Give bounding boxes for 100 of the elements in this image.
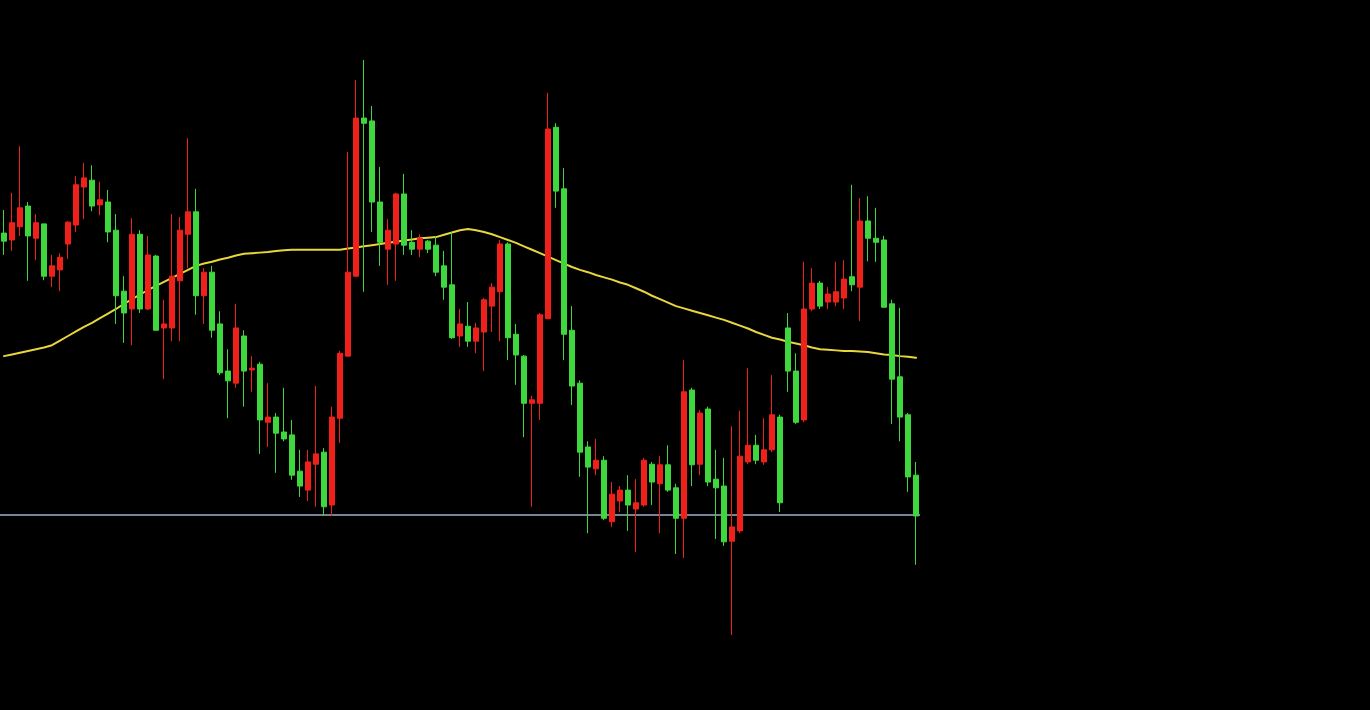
candlestick (769, 374, 775, 453)
candlestick (601, 455, 607, 521)
candlestick (585, 440, 591, 534)
candlestick (169, 213, 175, 342)
candlestick (721, 457, 727, 547)
candlestick (425, 239, 431, 254)
candlestick (809, 267, 815, 312)
candlestick (337, 350, 343, 444)
candlestick (873, 207, 879, 263)
candlestick (361, 59, 367, 293)
candlestick (81, 162, 87, 220)
candlestick (401, 173, 407, 256)
candlestick (841, 259, 847, 310)
candlestick (33, 213, 39, 261)
candlestick (577, 379, 583, 478)
candlestick (865, 195, 871, 262)
candlestick (185, 137, 191, 269)
candlestick (257, 361, 263, 455)
candlestick (825, 286, 831, 310)
candlestick (193, 188, 199, 316)
candlestick (761, 417, 767, 466)
candlestick (97, 181, 103, 216)
candlestick (889, 299, 895, 425)
candlestick (609, 481, 615, 528)
candlestick (801, 261, 807, 423)
candlestick (137, 229, 143, 314)
candlestick (329, 406, 335, 517)
candlestick (465, 301, 471, 348)
candlestick (369, 105, 375, 233)
candlestick (201, 267, 207, 325)
candlestick (129, 217, 135, 346)
candlestick (633, 478, 639, 553)
candlestick (393, 192, 399, 282)
candlestick (289, 419, 295, 481)
candlestick (153, 254, 159, 331)
candlestick (537, 312, 543, 421)
candlestick (473, 322, 479, 354)
candlestick (409, 229, 415, 256)
candlestick (345, 151, 351, 357)
candlestick (377, 166, 383, 267)
candlestick (9, 192, 15, 252)
candlestick (689, 387, 695, 487)
candlestick (297, 449, 303, 498)
candlestick (489, 282, 495, 333)
candlestick (65, 220, 71, 260)
candlestick (457, 308, 463, 348)
candlestick (57, 252, 63, 292)
candlestick (905, 412, 911, 493)
candlestick (737, 410, 743, 534)
candlestick (1, 209, 7, 256)
candlestick (497, 239, 503, 342)
candlestick (281, 387, 287, 442)
candlestick (857, 197, 863, 322)
candlestick (121, 275, 127, 344)
candlestick (89, 164, 95, 212)
candlestick (249, 355, 255, 393)
candlestick (713, 449, 719, 540)
candlestick (433, 235, 439, 277)
candlestick (265, 382, 271, 448)
candlestick (17, 145, 23, 237)
candlestick (665, 444, 671, 493)
candlestick (273, 412, 279, 474)
candlestick (561, 167, 567, 361)
candlestick (441, 250, 447, 301)
candlestick (225, 348, 231, 419)
candlestick (897, 307, 903, 442)
candlestick (321, 447, 327, 517)
candlestick (833, 261, 839, 307)
candlestick (785, 312, 791, 393)
candlestick (673, 483, 679, 555)
candlestick (385, 218, 391, 286)
candlestick (305, 449, 311, 502)
candlestick (41, 223, 47, 281)
candlestick (481, 297, 487, 372)
candlestick (913, 461, 919, 566)
candlestick (161, 299, 167, 380)
candlestick (617, 485, 623, 513)
candlestick (217, 310, 223, 376)
candlestick (777, 414, 783, 513)
candlestick (145, 235, 151, 311)
candlestick (625, 474, 631, 532)
candlestick (649, 461, 655, 506)
candlestick (521, 354, 527, 438)
candlestick (753, 434, 759, 465)
candlestick (817, 280, 823, 310)
candlestick (313, 385, 319, 508)
candlestick (729, 425, 735, 636)
candlestick (353, 79, 359, 278)
candlestick (745, 367, 751, 465)
candlestick (113, 213, 119, 325)
candlestick (513, 323, 519, 386)
candlestick (105, 189, 111, 243)
candlestick (233, 303, 239, 389)
candlestick (553, 122, 559, 209)
candlestick (25, 201, 31, 282)
candlestick (241, 329, 247, 408)
candlestick (849, 184, 855, 292)
candlestick (529, 395, 535, 508)
candlestick (73, 175, 79, 233)
candlestick (177, 216, 183, 342)
